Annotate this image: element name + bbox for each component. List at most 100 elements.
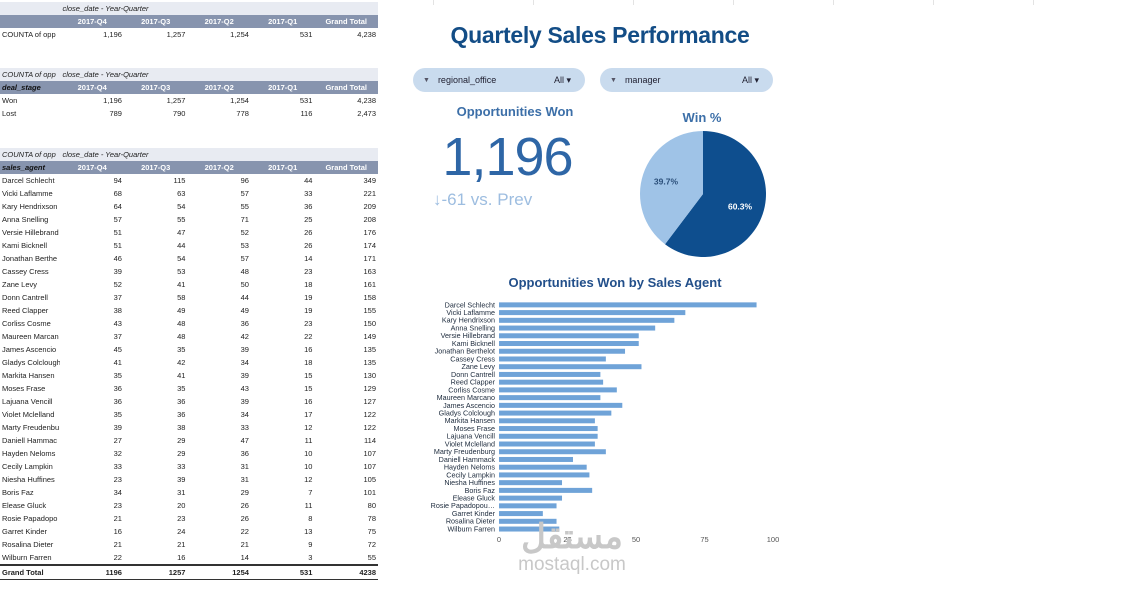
cell-value[interactable]: 96 [240,176,249,185]
cell-value[interactable]: 208 [363,215,376,224]
table-row[interactable]: Wilburn Farren 22 16 14 3 55 [0,551,378,565]
table-row[interactable]: Vicki Laflamme 68 63 57 33 221 [0,187,378,200]
row-label[interactable]: Boris Faz [2,488,34,497]
cell-value[interactable]: 36 [240,449,249,458]
cell-value[interactable]: 50 [240,280,249,289]
col-header-q3[interactable]: 2017-Q3 [123,161,188,174]
cell-value[interactable]: 16 [113,527,122,536]
cell-value[interactable]: 39 [240,371,249,380]
row-label[interactable]: Elease Gluck [2,501,47,510]
cell-value[interactable]: 107 [363,449,376,458]
cell-value[interactable]: 36 [113,384,122,393]
table-row[interactable]: Kami Bicknell 51 44 53 26 174 [0,239,378,252]
bar[interactable] [499,503,557,509]
cell-value[interactable]: 19 [304,306,313,315]
bar[interactable] [499,364,642,370]
cell-value[interactable]: 1,257 [166,30,186,39]
cell-value[interactable]: 135 [363,358,376,367]
row-label[interactable]: Maureen Marcan [2,332,59,341]
cell-value[interactable]: 13 [304,527,313,536]
cell-value[interactable]: 158 [363,293,376,302]
cell-value[interactable]: 114 [364,436,376,445]
cell-value[interactable]: 22 [240,527,249,536]
cell-value[interactable]: 9 [308,540,313,549]
cell-value[interactable]: 35 [177,384,186,393]
col-header-q3[interactable]: 2017-Q3 [123,81,188,94]
cell-value[interactable]: 39 [240,397,249,406]
row-label[interactable]: Marty Freudenbu [2,423,60,432]
cell-value[interactable]: 150 [363,319,376,328]
cell-value[interactable]: 57 [113,215,122,224]
row-label[interactable]: Darcel Schlecht [2,176,55,185]
cell-value[interactable]: 23 [113,501,122,510]
cell-value[interactable]: 43 [240,384,249,393]
corner-cell[interactable] [0,2,61,15]
cell-value[interactable]: 25 [304,215,313,224]
cell-value[interactable]: 122 [363,423,376,432]
cell-value[interactable]: 127 [363,397,376,406]
cell-value[interactable]: 39 [113,267,122,276]
table-row[interactable]: Boris Faz 34 31 29 7 101 [0,486,378,499]
col-header-total[interactable]: Grand Total [314,81,378,94]
cell-value[interactable]: 58 [177,293,186,302]
cell-value[interactable]: 68 [113,189,122,198]
cell-value[interactable]: 43 [113,319,122,328]
bar[interactable] [499,472,590,478]
cell-value[interactable]: 17 [304,410,313,419]
table-row[interactable]: Cecily Lampkin 33 33 31 10 107 [0,460,378,473]
row-header[interactable]: sales_agent [0,161,61,174]
filter-value-dropdown[interactable]: All ▾ [742,75,759,86]
cell-value[interactable]: 101 [363,488,376,497]
row-label[interactable]: Vicki Laflamme [2,189,53,198]
table-row[interactable]: Lajuana Vencill 36 36 39 16 127 [0,395,378,408]
cell-value[interactable]: 48 [240,267,249,276]
col-header-q4[interactable]: 2017-Q4 [60,15,124,28]
cell-value[interactable]: 72 [367,540,376,549]
cell-value[interactable]: 26 [240,514,249,523]
col-header-total[interactable]: Grand Total [314,15,378,28]
col-header-total[interactable]: Grand Total [314,161,378,174]
cell-value[interactable]: 18 [304,358,313,367]
cell-value[interactable]: 29 [177,436,186,445]
cell-value[interactable]: 10 [304,462,313,471]
cell-value[interactable]: 94 [113,176,122,185]
cell-value[interactable]: 23 [304,267,313,276]
cell-value[interactable]: 52 [240,228,249,237]
cell-value[interactable]: 36 [304,202,313,211]
cell-value[interactable]: 35 [113,410,122,419]
bar[interactable] [499,379,604,385]
table-row[interactable]: Rosie Papadopo 21 23 26 8 78 [0,512,378,525]
cell-value[interactable]: 21 [177,540,186,549]
row-label[interactable]: Markita Hansen [2,371,55,380]
row-label[interactable]: Daniell Hammac [2,436,58,445]
cell-value[interactable]: 48 [177,319,186,328]
cell-value[interactable]: 55 [367,553,376,562]
cell-value[interactable]: 789 [109,109,122,118]
cell-value[interactable]: 22 [304,332,313,341]
filter-manager[interactable]: ▼ manager All ▾ [600,68,773,92]
table-row[interactable]: Lost 789 790 778 116 2,473 [0,107,378,120]
table-row[interactable]: Anna Snelling 57 55 71 25 208 [0,213,378,226]
cell-value[interactable]: 14 [240,553,249,562]
cell-value[interactable]: 42 [240,332,249,341]
cell-value[interactable]: 48 [177,332,186,341]
bar[interactable] [499,464,587,470]
cell-value[interactable]: 16 [304,397,313,406]
bar[interactable] [499,456,573,462]
table-row[interactable]: Markita Hansen 35 41 39 15 130 [0,369,378,382]
row-label[interactable]: Rosie Papadopo [2,514,58,523]
cell-value[interactable]: 4,238 [357,30,376,39]
cell-value[interactable]: 778 [236,109,249,118]
table-row[interactable]: Moses Frase 36 35 43 15 129 [0,382,378,395]
cell-value[interactable]: 16 [304,345,313,354]
bar[interactable] [499,310,686,316]
grand-total-value[interactable]: 1257 [123,564,188,580]
table-row[interactable]: Niesha Huffines 23 39 31 12 105 [0,473,378,486]
cell-value[interactable]: 19 [304,293,313,302]
cell-value[interactable]: 107 [363,462,376,471]
table-row[interactable]: Marty Freudenbu 39 38 33 12 122 [0,421,378,434]
bar[interactable] [499,441,595,447]
cell-value[interactable]: 155 [363,306,376,315]
table-row[interactable]: Violet Mclelland 35 36 34 17 122 [0,408,378,421]
cell-value[interactable]: 33 [240,423,249,432]
